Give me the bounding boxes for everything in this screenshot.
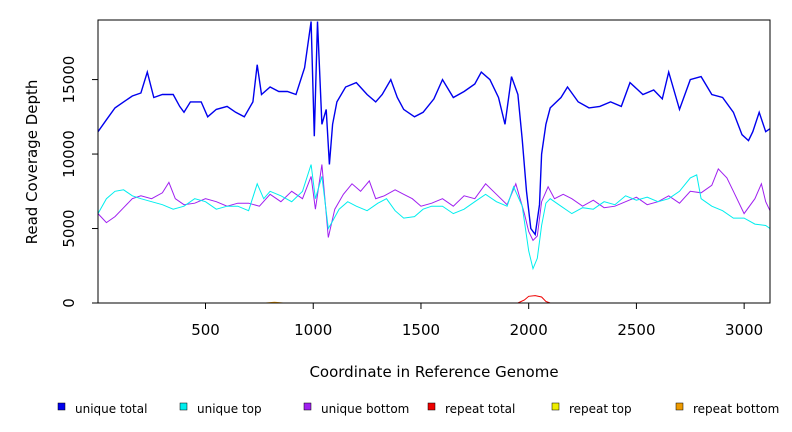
series-line-0 xyxy=(97,21,771,237)
y-tick-label-0: 0 xyxy=(60,298,78,308)
legend-label-2: unique bottom xyxy=(321,402,409,416)
y-axis: 0 5000 10000 15000 xyxy=(60,56,98,308)
y-tick-label-1: 5000 xyxy=(60,209,78,247)
x-axis: 500 1000 1500 2000 2500 3000 xyxy=(191,303,763,339)
legend-swatch-2 xyxy=(303,402,312,411)
plot-frame xyxy=(97,19,771,304)
legend-label-5: repeat bottom xyxy=(693,402,779,416)
y-tick-label-2: 10000 xyxy=(60,130,78,178)
y-tick-label-3: 15000 xyxy=(60,56,78,104)
x-tick-label-0: 500 xyxy=(191,321,220,339)
series-line-1 xyxy=(97,164,771,271)
legend-label-3: repeat total xyxy=(445,402,515,416)
x-tick-label-4: 2500 xyxy=(617,321,655,339)
legend-label-1: unique top xyxy=(197,402,262,416)
x-axis-label: Coordinate in Reference Genome xyxy=(309,363,558,381)
x-tick-label-3: 2000 xyxy=(510,321,548,339)
x-tick-label-2: 1500 xyxy=(402,321,440,339)
y-axis-label: Read Coverage Depth xyxy=(23,80,41,245)
legend-swatch-5 xyxy=(675,402,684,411)
legend-label-4: repeat top xyxy=(569,402,632,416)
legend-swatch-1 xyxy=(179,402,188,411)
legend-swatch-3 xyxy=(427,402,436,411)
legend-swatch-0 xyxy=(57,402,66,411)
legend-label-0: unique total xyxy=(75,402,147,416)
series-line-3 xyxy=(98,295,770,304)
series-line-2 xyxy=(97,164,771,242)
series-layer xyxy=(97,21,771,304)
legend: unique total unique top unique bottom repea… xyxy=(57,402,779,416)
x-tick-label-1: 1000 xyxy=(294,321,332,339)
legend-swatch-4 xyxy=(551,402,560,411)
x-tick-label-5: 3000 xyxy=(725,321,763,339)
